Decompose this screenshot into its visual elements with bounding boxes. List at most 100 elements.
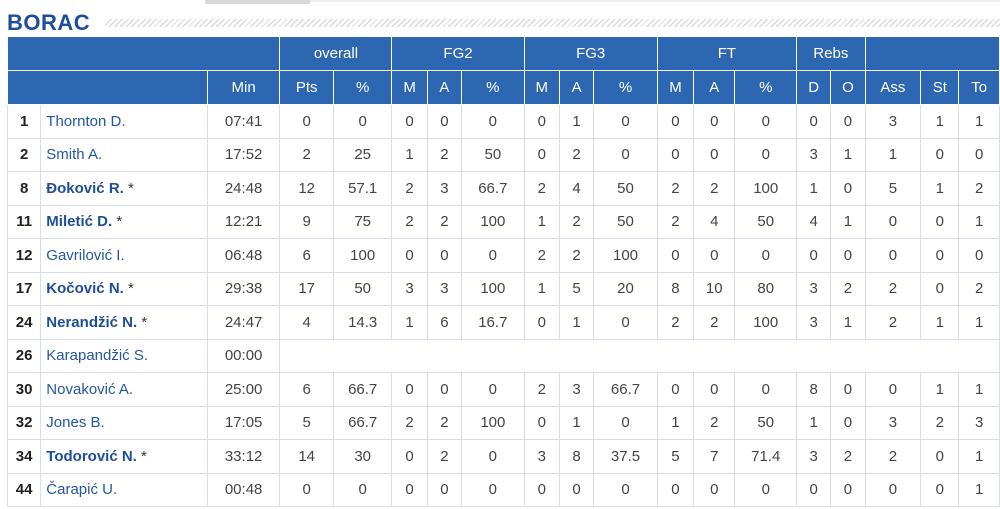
column-header[interactable]: M [523,70,560,105]
player-name-link[interactable]: Đoković R. * [40,171,208,206]
column-header[interactable]: D [796,70,832,105]
player-name-link[interactable]: Nerandžić N. * [40,305,208,340]
column-header[interactable]: A [693,70,736,105]
stat-cell: 50 [332,271,393,306]
player-name-link[interactable]: Čarapić U. [40,472,208,507]
player-number: 24 [6,305,42,340]
stat-cell: 33:12 [206,439,281,474]
player-name-link[interactable]: Miletić D. * [40,204,208,239]
team-header: BORAC [7,6,1000,36]
column-header[interactable]: A [558,70,595,105]
stat-cell: 1 [523,271,560,306]
column-header[interactable]: To [958,70,1000,105]
player-name: Nerandžić N. [46,313,138,331]
stat-cell: 2 [830,439,866,474]
stat-cell: 00:48 [206,472,281,507]
stat-cell: 1 [558,104,595,139]
column-header-player [7,70,208,105]
stat-cell: 2 [523,238,560,273]
column-header[interactable]: % [734,70,798,105]
stat-cell: 0 [426,104,463,139]
stat-cell: 0 [693,472,736,507]
stat-cell: 50 [461,137,525,172]
stat-cell: 1 [864,137,922,172]
stat-cell: 5 [656,439,695,474]
player-name: Miletić D. [46,213,113,231]
stat-cell: 3 [523,439,560,474]
stat-cell: 0 [693,238,736,273]
stat-cell: 0 [864,238,922,273]
player-name-link[interactable]: Novaković A. [40,372,208,407]
stat-cell: 14.3 [332,305,393,340]
stat-cell: 5 [864,171,922,206]
stat-cell: 0 [558,472,595,507]
stat-cell: 100 [461,405,525,440]
column-header[interactable]: Ass [864,70,922,105]
column-header[interactable]: O [830,70,866,105]
column-header[interactable]: Pts [279,70,334,105]
stat-cell: 1 [656,405,695,440]
stat-cell: 16.7 [461,305,525,340]
stat-cell: 6 [426,305,463,340]
stat-cell: 1 [958,104,1000,139]
stat-cell: 0 [593,104,658,139]
stat-cell: 3 [796,137,832,172]
column-header[interactable]: % [593,70,658,105]
stat-cell: 50 [734,204,798,239]
player-name-link[interactable]: Thornton D. [40,104,208,139]
group-header-overall: overall [279,36,393,71]
stat-cell: 0 [830,372,866,407]
stat-cell: 0 [332,104,393,139]
player-number: 1 [6,104,42,139]
stat-cell: 3 [796,305,832,340]
column-header[interactable]: % [461,70,525,105]
stat-cell: 0 [734,372,798,407]
stat-cell: 0 [461,372,525,407]
stat-cell: 0 [864,472,922,507]
stat-cell: 2 [279,137,334,172]
stat-cell: 0 [461,439,525,474]
stat-cell: 2 [656,305,695,340]
stat-cell: 0 [734,238,798,273]
stat-cell: 2 [864,271,922,306]
stat-cell: 07:41 [206,104,281,139]
stat-cell: 1 [920,104,960,139]
stat-cell: 0 [656,137,695,172]
column-header[interactable]: M [391,70,428,105]
player-name: Smith A. [46,146,103,164]
column-header[interactable]: St [920,70,960,105]
stat-cell: 2 [693,171,736,206]
player-name-link[interactable]: Todorović N. * [40,439,208,474]
starter-marker: * [123,179,134,197]
empty-stats [279,338,1000,373]
stat-cell: 0 [693,104,736,139]
stat-cell: 24:48 [206,171,281,206]
stat-cell: 3 [391,271,428,306]
column-header[interactable]: % [332,70,393,105]
player-name-link[interactable]: Kočović N. * [40,271,208,306]
stat-cell: 0 [796,472,832,507]
player-name-link[interactable]: Gavrilović I. [40,238,208,273]
table-row: 12 Gavrilović I. 06:48 6 100 0 0 0 2 2 100 0 0 0 0 0 0 0 0 [6,238,1000,273]
stat-cell: 30 [332,439,393,474]
player-number: 2 [6,137,42,172]
stat-cell: 6 [279,238,334,273]
player-number: 26 [6,338,42,373]
stat-cell: 80 [734,271,798,306]
stat-cell: 0 [391,104,428,139]
player-number: 32 [6,405,42,440]
player-name-link[interactable]: Karapandžić S. [40,338,208,373]
stat-cell: 0 [523,104,560,139]
column-header[interactable]: A [426,70,463,105]
stat-cell: 0 [864,372,922,407]
stat-cell: 1 [920,305,960,340]
stat-cell: 6 [279,372,334,407]
stat-cell: 2 [830,271,866,306]
stat-cell: 75 [332,204,393,239]
stat-cell: 100 [332,238,393,273]
player-name-link[interactable]: Smith A. [40,137,208,172]
player-name-link[interactable]: Jones B. [40,405,208,440]
column-header[interactable]: Min [206,70,281,105]
stat-cell: 1 [558,405,595,440]
column-header[interactable]: M [656,70,695,105]
